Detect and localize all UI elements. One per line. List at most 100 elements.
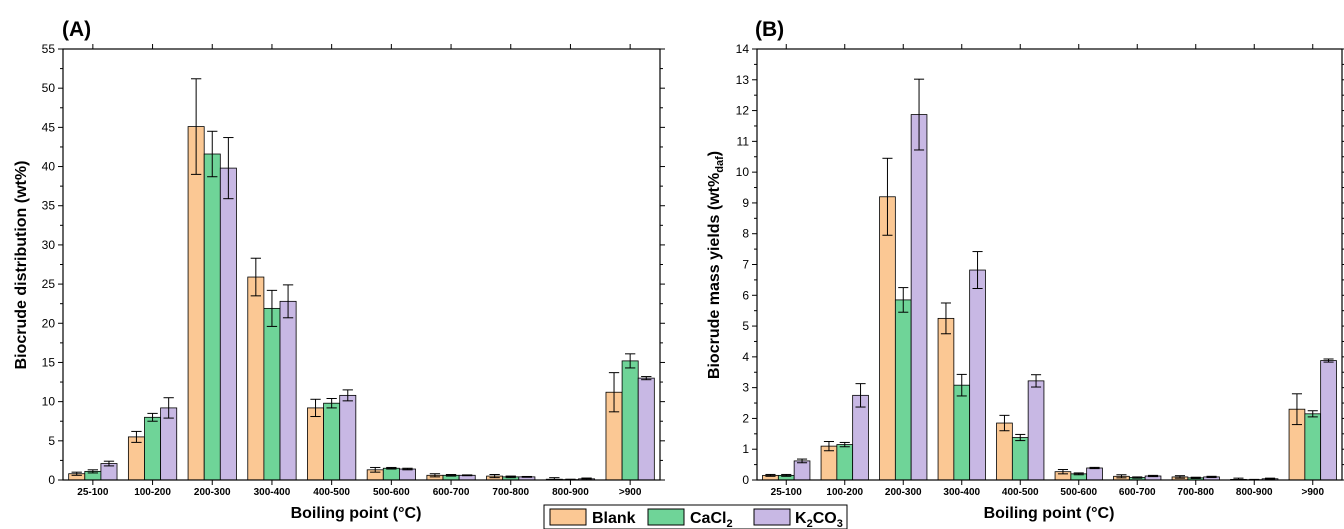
legend-k2co3-sub1: 2: [807, 518, 813, 529]
panel-b-bar-blank-400-500: [996, 422, 1013, 481]
panel-b-ytick-label-11: 11: [737, 134, 750, 148]
legend-label-blank: Blank: [592, 510, 636, 527]
panel-a-xtick-label-200-300: 200-300: [194, 487, 231, 498]
legend-swatch-k2co3: [753, 508, 791, 526]
legend-k2co3-tail: CO: [813, 510, 837, 527]
panel-a-bar-blank-200-300: [187, 126, 205, 481]
legend-k2co3-sub2: 3: [837, 518, 843, 529]
panel-b-xtick-label-900: >900: [1301, 487, 1324, 498]
legend-frame: [543, 504, 848, 529]
panel-a-bar-blank-300-400: [247, 276, 265, 481]
panel-a-xtick-label-800-900: 800-900: [552, 487, 589, 498]
panel-b-xtick-label-700-800: 700-800: [1177, 487, 1214, 498]
legend-cacl2-main: CaCl: [690, 510, 726, 527]
panel-b-ytick-label-7: 7: [742, 258, 749, 272]
legend-k2co3-main: K: [795, 510, 807, 527]
panel-a-bar-cacl2-500-600: [382, 467, 400, 481]
panel-a-bar-cacl2-100-200: [144, 416, 162, 481]
panel-a-ytick-label-20: 20: [42, 316, 56, 330]
panel-b-ylabel-sub: daf: [714, 156, 726, 173]
panel-a-bar-k2co3-500-600: [399, 468, 416, 481]
panel-b-ylabel-main: Biocrude mass yields (wt%: [706, 173, 723, 379]
panel-a-ytick-label-5: 5: [48, 434, 55, 448]
panel-b-bar-k2co3-300-400: [969, 269, 986, 481]
panel-a-bar-k2co3-900: [637, 377, 655, 481]
panel-a-ytick-label-55: 55: [42, 42, 56, 56]
panel-b-plot-frame: [756, 48, 1343, 481]
panel-a-plot: 0 5 10 15 20 25 30 35 40 45 50 55 25-100 100-200 200-3…: [42, 42, 665, 498]
panel-b-ytick-label-8: 8: [742, 227, 749, 241]
panel-a-xtick-label-400-500: 400-500: [313, 487, 350, 498]
panel-b-ytick-label-2: 2: [742, 411, 749, 425]
panel-b-ytick-label-10: 10: [736, 165, 750, 179]
panel-b-xtick-label-200-300: 200-300: [885, 487, 922, 498]
panel-a-bar-blank-100-200: [127, 436, 145, 481]
panel-b-xtick-label-600-700: 600-700: [1119, 487, 1156, 498]
panel-a-xtick-label-300-400: 300-400: [254, 487, 291, 498]
panel-b-ytick-label-4: 4: [742, 350, 749, 364]
panel-a-xtick-label-900: >900: [619, 487, 642, 498]
panel-a-ytick-label-15: 15: [42, 355, 56, 369]
legend-swatch-blank: [549, 508, 587, 526]
panel-a-bar-cacl2-400-500: [323, 402, 341, 481]
panel-b-bar-blank-300-400: [937, 317, 955, 481]
panel-a-ytick-label-45: 45: [42, 120, 56, 134]
panel-b-bar-k2co3-200-300: [910, 114, 928, 481]
panel-b-xlabel: Boiling point (°C): [984, 505, 1115, 522]
legend-label-cacl2: CaCl2: [690, 510, 733, 529]
panel-b-xtick-label-300-400: 300-400: [943, 487, 980, 498]
panel-a-xtick-label-25-100: 25-100: [77, 487, 109, 498]
panel-b-bar-cacl2-400-500: [1011, 437, 1029, 481]
legend-swatch-cacl2: [647, 508, 685, 526]
panel-a-bar-blank-400-500: [307, 407, 324, 481]
panel-b-xtick-label-500-600: 500-600: [1060, 487, 1097, 498]
panel-b-xtick-label-800-900: 800-900: [1236, 487, 1273, 498]
panel-b-ytick-label-0: 0: [742, 473, 749, 487]
legend-label-k2co3: K2CO3: [795, 510, 843, 529]
panel-a-bar-k2co3-300-400: [279, 300, 297, 481]
panel-a-ytick-label-40: 40: [42, 160, 56, 174]
panel-b-bar-cacl2-100-200: [836, 444, 854, 481]
legend: Blank CaCl2 K2CO3: [543, 504, 848, 529]
panel-a-bar-k2co3-100-200: [160, 407, 178, 481]
panel-b-bar-cacl2-300-400: [953, 384, 971, 481]
panel-a-xtick-label-100-200: 100-200: [134, 487, 171, 498]
panel-b-ytick-label-6: 6: [742, 288, 749, 302]
panel-a-bar-cacl2-200-300: [203, 153, 221, 481]
panel-a-bar-cacl2-900: [621, 360, 639, 481]
panel-b-ylabel-end: ): [706, 151, 723, 156]
panel-b-bar-k2co3-400-500: [1027, 380, 1045, 481]
panel-a-xtick-label-500-600: 500-600: [373, 487, 410, 498]
panel-a-ytick-label-0: 0: [48, 473, 55, 487]
panel-b-ytick-label-12: 12: [736, 104, 750, 118]
panel-a-ytick-label-50: 50: [42, 81, 56, 95]
panel-b-bar-k2co3-900: [1320, 360, 1337, 481]
panel-b-bar-blank-200-300: [879, 196, 896, 481]
panel-a-xlabel: Boiling point (°C): [291, 505, 422, 522]
panel-a-xtick-label-700-800: 700-800: [492, 487, 529, 498]
panel-a-bar-cacl2-300-400: [263, 307, 281, 481]
panel-a-ytick-label-10: 10: [42, 395, 56, 409]
panel-b-ytick-label-13: 13: [736, 73, 750, 87]
panel-b-bar-k2co3-25-100: [793, 460, 811, 481]
panel-b-ytick-label-1: 1: [742, 442, 749, 456]
panel-b-bar-k2co3-500-600: [1086, 467, 1103, 481]
panel-b-ytick-label-5: 5: [742, 319, 749, 333]
panel-b-bar-k2co3-100-200: [852, 394, 869, 481]
panel-a-ylabel: Biocrude distribution (wt%): [13, 161, 30, 370]
panel-b-bar-cacl2-200-300: [894, 299, 912, 481]
panel-a-ytick-label-35: 35: [42, 199, 56, 213]
panel-a-bar-k2co3-200-300: [219, 167, 237, 481]
panel-a-xtick-label-600-700: 600-700: [433, 487, 470, 498]
legend-cacl2-sub: 2: [726, 518, 732, 529]
legend-blank-main: Blank: [592, 510, 636, 527]
panel-a-ytick-label-25: 25: [42, 277, 56, 291]
panel-b-ytick-label-14: 14: [736, 42, 750, 56]
panel-b-label: (B): [755, 18, 784, 41]
panel-b-ytick-label-9: 9: [742, 196, 749, 210]
panel-b-ytick-label-3: 3: [742, 381, 749, 395]
panel-b-bar-cacl2-900: [1304, 413, 1322, 481]
panel-a-label: (A): [62, 18, 91, 41]
